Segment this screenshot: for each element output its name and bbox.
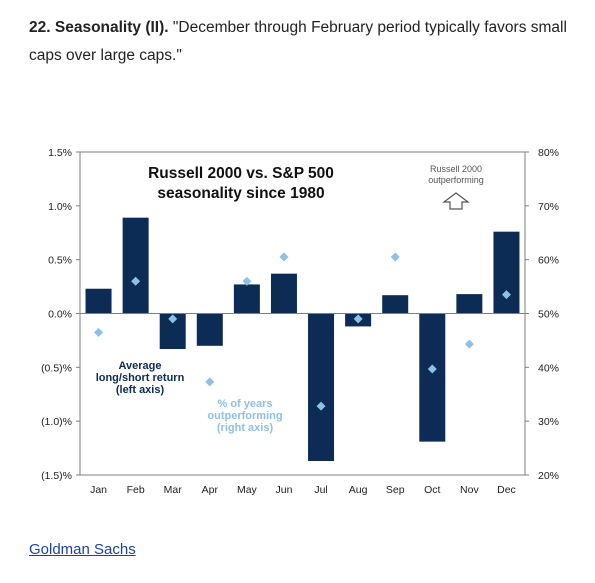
right-tick-label: 20%: [538, 470, 559, 482]
right-tick-label: 70%: [538, 201, 559, 213]
annotation-text: Russell 2000: [430, 164, 482, 174]
right-tick-label: 80%: [538, 147, 559, 159]
bar-oct: [419, 313, 446, 442]
diamond-apr: [205, 377, 215, 387]
left-tick-label: 1.0%: [48, 201, 72, 213]
bar-series: [85, 217, 520, 462]
x-tick-label: Aug: [349, 484, 368, 496]
x-tick-label: Nov: [460, 484, 479, 496]
axes: 1.5% 1.0% 0.5% 0.0% (0.5)% (1.0)% (1.5)% 80% 70%…: [41, 147, 559, 496]
bar-series-label: (left axis): [116, 384, 165, 396]
diamond-nov: [464, 339, 474, 349]
up-arrow-icon: [442, 192, 470, 210]
diamond-jun: [279, 252, 289, 262]
left-tick-label: 0.5%: [48, 255, 72, 267]
bar-dec: [493, 231, 520, 314]
right-tick-label: 40%: [538, 362, 559, 374]
diamond-oct: [427, 364, 437, 374]
diamond-series-label: outperforming: [207, 410, 282, 422]
chart-title-line: Russell 2000 vs. S&P 500: [148, 165, 334, 182]
left-tick-label: (0.5)%: [41, 362, 72, 374]
x-tick-label: Jan: [90, 484, 107, 496]
bar-apr: [196, 313, 223, 346]
heading-number: 22.: [29, 19, 51, 36]
diamond-feb: [131, 276, 141, 286]
bar-feb: [122, 217, 149, 314]
diamond-may: [242, 276, 252, 286]
right-tick-label: 30%: [538, 416, 559, 428]
bar-series-label: Average: [118, 360, 161, 372]
diamond-jan: [94, 327, 104, 337]
source-link[interactable]: Goldman Sachs: [29, 541, 136, 558]
bar-jul: [308, 313, 335, 462]
x-tick-label: Mar: [164, 484, 183, 496]
diamond-series-label: % of years: [217, 398, 272, 410]
bar-jun: [270, 273, 297, 314]
bar-sep: [382, 295, 409, 314]
x-tick-label: Jul: [314, 484, 327, 496]
heading-topic: Seasonality (II).: [54, 19, 169, 36]
chart-text: Russell 2000 vs. S&P 500 seasonality sinc…: [96, 164, 484, 434]
x-tick-label: Feb: [127, 484, 145, 496]
left-tick-label: (1.0)%: [41, 416, 72, 428]
diamond-series-label: (right axis): [217, 422, 274, 434]
x-tick-label: Jun: [275, 484, 292, 496]
x-tick-label: Dec: [497, 484, 516, 496]
heading-quote: "December through February period typica…: [29, 19, 567, 64]
bar-nov: [456, 294, 483, 314]
bar-may: [233, 284, 260, 314]
right-tick-label: 50%: [538, 309, 559, 321]
left-tick-label: (1.5)%: [41, 470, 72, 482]
diamond-dec: [501, 290, 511, 300]
bar-series-label: long/short return: [96, 372, 185, 384]
chart-title-line: seasonality since 1980: [157, 185, 324, 202]
bar-jan: [85, 288, 112, 314]
x-tick-label: May: [237, 484, 258, 496]
post-heading: 22. Seasonality (II). "December through …: [29, 14, 584, 70]
x-tick-label: Sep: [386, 484, 405, 496]
diamond-jul: [316, 401, 326, 411]
diamond-series: [94, 252, 511, 411]
left-tick-label: 1.5%: [48, 147, 72, 159]
diamond-sep: [390, 252, 400, 262]
x-tick-label: Apr: [202, 484, 219, 496]
diamond-aug: [353, 314, 363, 324]
diamond-mar: [168, 314, 178, 324]
right-tick-label: 60%: [538, 255, 559, 267]
left-tick-label: 0.0%: [48, 309, 72, 321]
x-tick-label: Oct: [424, 484, 440, 496]
annotation-text: outperforming: [428, 175, 484, 185]
